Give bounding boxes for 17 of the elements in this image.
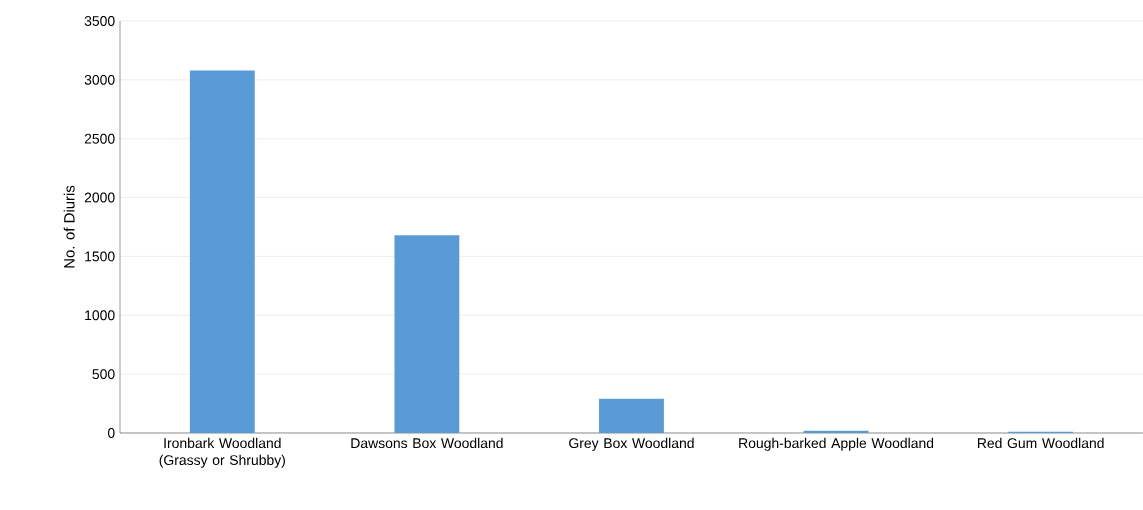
bar	[599, 398, 664, 433]
x-tick-label: Ironbark Woodland (Grassy or Shrubby)	[159, 437, 285, 468]
y-tick-label: 1000	[85, 310, 115, 321]
y-tick-label: 3000	[84, 74, 115, 85]
y-tick-label: 0	[107, 428, 115, 438]
bar	[189, 70, 255, 433]
y-axis-title: No. of Diuris	[63, 185, 75, 268]
y-tick-label: 2500	[84, 133, 115, 144]
y-tick-label: 1500	[85, 251, 115, 262]
x-tick-label: Dawsons Box Woodland	[351, 437, 503, 449]
y-tick-label: 2000	[84, 192, 115, 203]
x-tick-label: Rough-barked Apple Woodland	[739, 437, 934, 451]
bar	[394, 235, 460, 433]
y-tick-label: 500	[92, 369, 115, 380]
y-tick-label: 3500	[84, 16, 115, 26]
x-tick-label: Grey Box Woodland	[569, 437, 694, 451]
x-tick-label: Red Gum Woodland	[977, 437, 1104, 449]
